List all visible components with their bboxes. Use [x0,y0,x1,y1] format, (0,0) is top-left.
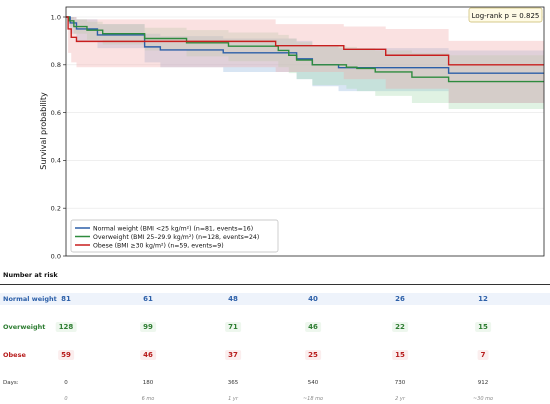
risk-cell: 7 [477,350,489,360]
risk-row-obese: Obese 59 46 37 25 15 7 [0,349,550,361]
legend: Normal weight (BMI <25 kg/m²) (n=81, eve… [70,219,279,253]
ci-band-1 [66,17,544,110]
risk-cell: 61 [140,294,156,304]
risk-cell: 40 [305,294,321,304]
plot-frame [65,6,545,257]
risk-row-background [0,293,550,305]
y-axis: 0.0 0.2 0.4 0.6 0.8 1.0 [51,13,66,260]
risk-row-label: Normal weight [3,295,57,303]
risk-cell: 46 [140,350,156,360]
days-tick: 540 [307,380,319,386]
risk-row-overweight: Overweight 128 99 71 46 22 15 [0,321,550,333]
risk-table-divider [0,284,550,285]
legend-label-obese: Obese (BMI ≥30 kg/m²) (n=59, events=9) [93,242,224,249]
logrank-annotation: Log-rank p = 0.825 [468,7,543,23]
y-tick-label: 1.0 [51,13,61,21]
risk-row-normal-weight: Normal weight 81 61 48 40 26 12 [0,293,550,305]
risk-cell: 22 [392,322,408,332]
risk-cell: 12 [475,294,491,304]
legend-label-normal: Normal weight (BMI <25 kg/m²) (n=81, eve… [93,225,253,232]
confidence-bands [66,17,544,110]
risk-cell: 48 [225,294,241,304]
days-sublabel: ~30 mo [472,396,494,402]
risk-cell: 37 [225,350,241,360]
y-tick-label: 0.2 [51,205,61,213]
y-tick-label: 0.8 [51,61,61,69]
risk-cell: 71 [225,322,241,332]
days-sublabel: 2 yr [395,396,405,402]
risk-cell: 81 [58,294,74,304]
risk-cell: 99 [140,322,156,332]
days-sublabel: 6 mo [141,396,155,402]
risk-cell: 25 [305,350,321,360]
survival-curve-1 [66,16,544,83]
risk-cell: 15 [475,322,491,332]
survival-curves [66,16,544,83]
days-tick: 0 [64,380,68,386]
y-tick-label: 0.4 [51,157,61,165]
logrank-text: Log-rank p = 0.825 [472,12,540,20]
days-sublabel: ~18 mo [302,396,324,402]
legend-box [70,219,279,253]
km-plot: 0.00.20.40.60.81.0 Survival probability … [39,6,545,260]
risk-cell: 15 [392,350,408,360]
days-tick: 180 [142,380,154,386]
risk-cell: 59 [58,350,74,360]
risk-row-label: Obese [3,351,26,359]
days-tick: 912 [477,380,489,386]
days-tick: 365 [227,380,239,386]
risk-table-title: Number at risk [3,271,58,279]
days-sublabel: 1 yr [228,396,238,402]
risk-cell: 46 [305,322,321,332]
risk-cell: 128 [55,322,77,332]
legend-label-overweight: Overweight (BMI 25–29.9 kg/m²) (n=128, e… [93,234,259,241]
survival-curve-2 [66,16,544,66]
risk-cell: 26 [392,294,408,304]
y-axis-label: Survival probability [39,92,48,170]
days-label: Days: [3,380,19,386]
y-tick-label: 0.0 [51,252,61,260]
logrank-box [468,7,543,23]
y-tick-label: 0.6 [51,109,61,117]
days-sublabel: 0 [64,396,68,402]
days-tick: 730 [394,380,406,386]
risk-row-label: Overweight [3,323,46,331]
